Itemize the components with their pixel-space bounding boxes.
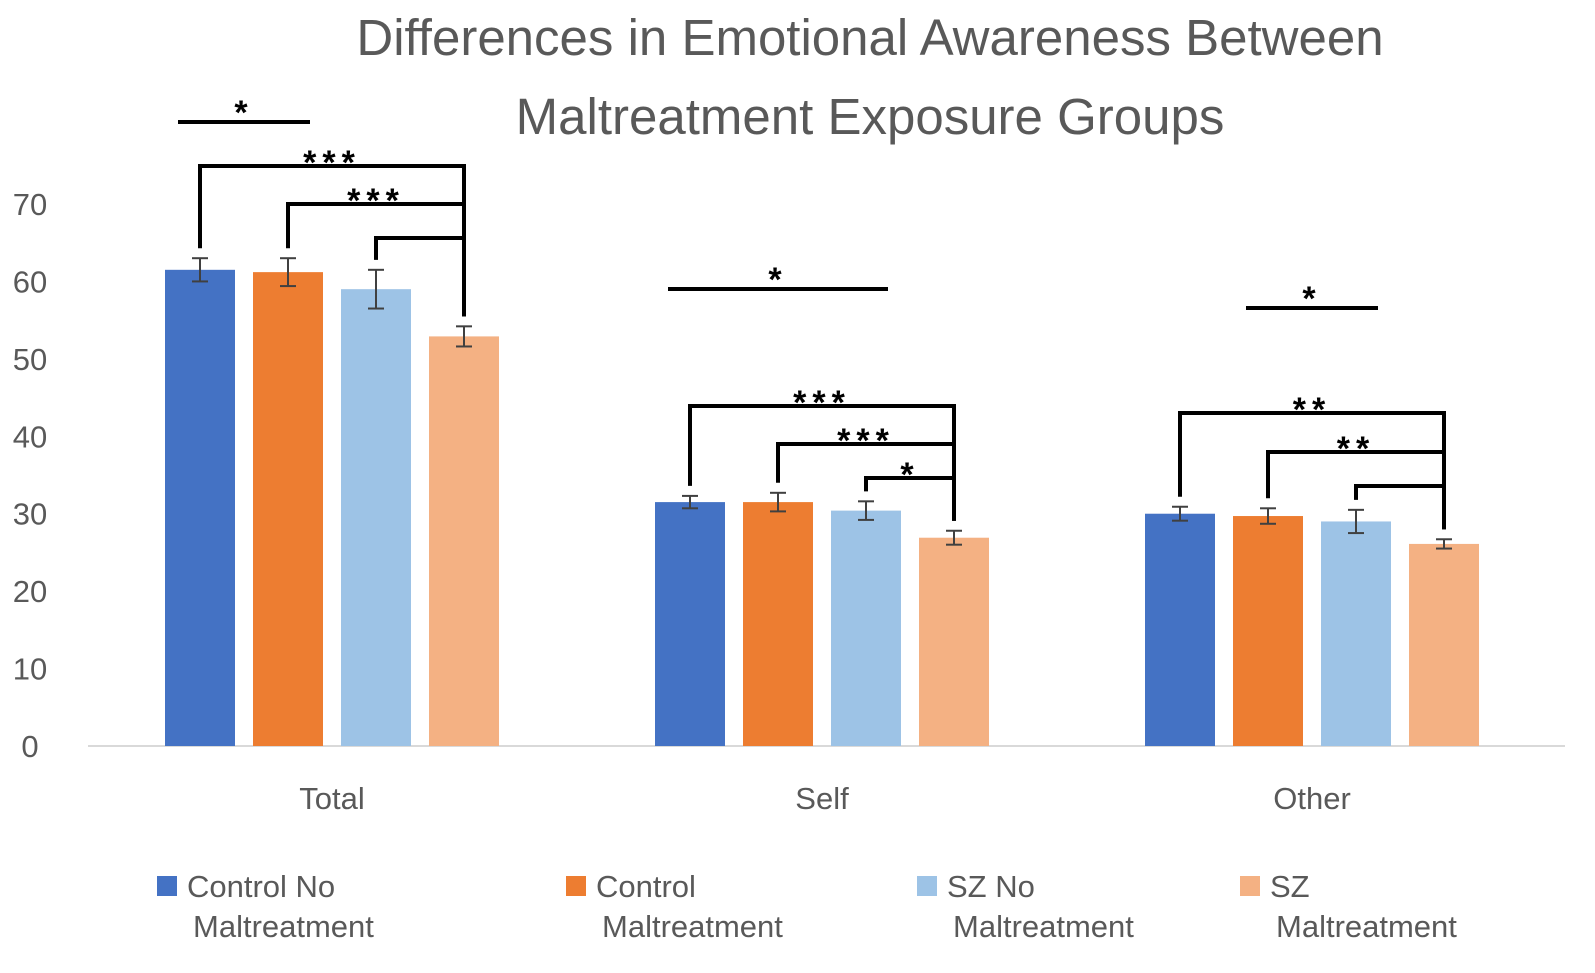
legend: Control No Maltreatment Control Maltreatmen… <box>157 869 1457 944</box>
bar <box>1145 513 1215 746</box>
bar <box>341 289 411 746</box>
significance-label: * <box>768 261 787 299</box>
bar <box>253 272 323 746</box>
bars-layer <box>165 269 1479 746</box>
y-tick-label: 40 <box>13 419 47 454</box>
significance-bracket <box>198 164 466 317</box>
y-axis-ticks: 0 10 20 30 40 50 60 70 <box>13 187 47 764</box>
legend-label: Maltreatment <box>193 909 374 944</box>
significance-label: *** <box>347 182 405 220</box>
x-category-label: Total <box>299 781 364 816</box>
bar <box>165 269 235 746</box>
significance-label: ** <box>1337 430 1375 468</box>
chart-title-line-1: Differences in Emotional Awareness Betwe… <box>356 9 1383 66</box>
significance-label: * <box>234 94 253 132</box>
legend-swatch <box>157 876 177 896</box>
x-category-label: Self <box>795 781 849 816</box>
y-tick-label: 0 <box>21 729 38 764</box>
significance-bracket <box>374 236 466 317</box>
bar <box>429 336 499 746</box>
bar <box>919 537 989 746</box>
legend-label: Maltreatment <box>602 909 783 944</box>
bar <box>1233 516 1303 746</box>
significance-label: * <box>1302 280 1321 318</box>
bar <box>743 502 813 746</box>
bar <box>1409 543 1479 746</box>
significance-label: *** <box>793 384 851 422</box>
significance-label: ** <box>1293 391 1331 429</box>
significance-label: *** <box>837 422 895 460</box>
bar <box>1321 521 1391 746</box>
legend-label: Maltreatment <box>953 909 1134 944</box>
chart-title-line-2: Maltreatment Exposure Groups <box>516 88 1225 145</box>
legend-label: SZ No <box>947 869 1035 904</box>
legend-label: Control No <box>187 869 335 904</box>
bar <box>655 502 725 746</box>
legend-label: SZ <box>1270 869 1310 904</box>
significance-bracket <box>864 476 956 521</box>
y-tick-label: 30 <box>13 497 47 532</box>
legend-swatch <box>917 876 937 896</box>
y-tick-label: 10 <box>13 652 47 687</box>
significance-bracket <box>1178 411 1446 530</box>
legend-label: Control <box>596 869 696 904</box>
y-tick-label: 70 <box>13 187 47 222</box>
significance-label: * <box>900 456 919 494</box>
y-tick-label: 60 <box>13 264 47 299</box>
legend-label: Maltreatment <box>1276 909 1457 944</box>
y-tick-label: 20 <box>13 574 47 609</box>
y-tick-label: 50 <box>13 342 47 377</box>
significance-annotations: ******************** <box>178 94 1446 530</box>
error-bars-layer <box>192 257 1452 550</box>
legend-swatch <box>1240 876 1260 896</box>
x-category-label: Other <box>1273 781 1351 816</box>
legend-swatch <box>566 876 586 896</box>
significance-label: *** <box>303 144 361 182</box>
bar <box>831 510 901 746</box>
significance-bracket <box>1354 484 1446 530</box>
x-axis-categories: Total Self Other <box>299 781 1351 816</box>
